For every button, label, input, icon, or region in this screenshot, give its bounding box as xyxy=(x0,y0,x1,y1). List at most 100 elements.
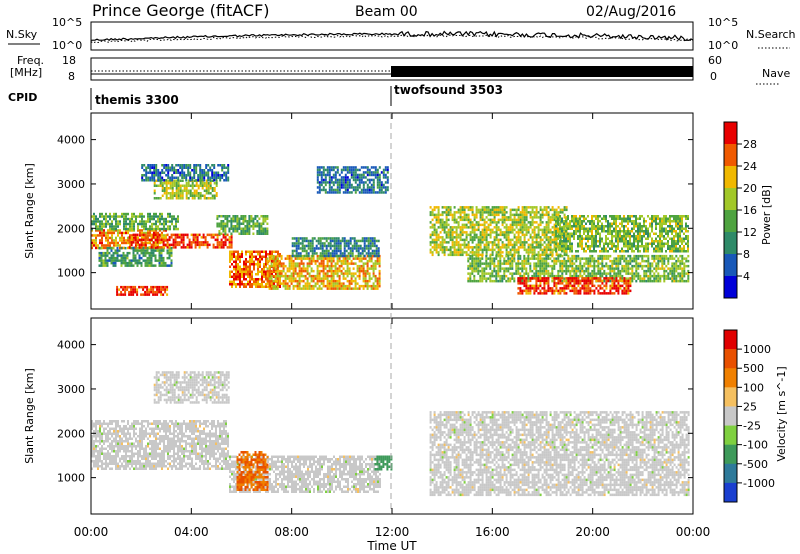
heatmap-cell xyxy=(115,212,117,216)
heatmap-cell xyxy=(239,280,241,283)
heatmap-cell xyxy=(170,254,173,257)
heatmap-cell xyxy=(128,241,131,244)
heatmap-cell xyxy=(365,239,368,243)
heatmap-cell xyxy=(175,194,178,197)
heatmap-cell xyxy=(111,227,113,231)
heatmap-cell xyxy=(519,223,522,227)
heatmap-cell xyxy=(503,231,506,234)
heatmap-cell xyxy=(105,239,107,242)
heatmap-cell xyxy=(336,259,339,263)
heatmap-cell xyxy=(268,267,271,270)
heatmap-cell xyxy=(523,236,526,239)
heatmap-cell xyxy=(221,174,224,177)
heatmap-cell xyxy=(445,223,448,227)
heatmap-cell xyxy=(116,246,119,250)
heatmap-cell xyxy=(119,222,121,226)
heatmap-cell xyxy=(298,282,301,285)
heatmap-cell xyxy=(537,284,540,288)
heatmap-cell xyxy=(369,252,372,255)
heatmap-cell xyxy=(189,164,192,167)
heatmap-cell xyxy=(521,218,524,222)
heatmap-cell xyxy=(167,176,170,179)
heatmap-cell xyxy=(151,215,153,218)
heatmap-cell xyxy=(479,211,482,214)
heatmap-cell xyxy=(637,274,640,278)
heatmap-cell xyxy=(441,241,444,244)
heatmap-cell xyxy=(168,236,171,239)
heatmap-cell xyxy=(605,254,608,258)
heatmap-cell xyxy=(487,243,490,247)
heatmap-cell xyxy=(529,226,532,229)
heatmap-cell xyxy=(609,269,612,273)
heatmap-cell xyxy=(477,238,480,242)
heatmap-cell xyxy=(505,216,508,219)
heatmap-cell xyxy=(151,164,154,167)
heatmap-cell xyxy=(493,264,496,268)
heatmap-cell xyxy=(206,243,209,247)
heatmap-cell xyxy=(499,277,502,280)
heatmap-cell xyxy=(305,244,308,248)
heatmap-cell xyxy=(378,282,381,285)
heatmap-cell xyxy=(475,211,478,214)
heatmap-cell xyxy=(167,192,170,195)
heatmap-cell xyxy=(495,231,498,234)
power-echo-region xyxy=(467,254,690,283)
heatmap-cell xyxy=(531,236,534,239)
heatmap-cell xyxy=(541,231,544,234)
heatmap-cell xyxy=(122,293,125,296)
heatmap-cell xyxy=(172,243,175,247)
heatmap-cell xyxy=(147,171,150,174)
heatmap-cell xyxy=(495,274,498,278)
heatmap-cell xyxy=(340,176,343,179)
heatmap-cell xyxy=(451,216,454,219)
heatmap-cell xyxy=(523,211,526,214)
heatmap-cell xyxy=(491,243,494,247)
heatmap-cell xyxy=(296,282,299,285)
heatmap-cell xyxy=(91,246,93,250)
heatmap-cell xyxy=(137,215,139,218)
heatmap-cell xyxy=(261,250,263,253)
heatmap-cell xyxy=(261,270,263,273)
heatmap-cell xyxy=(539,274,542,278)
heatmap-cell xyxy=(525,292,528,295)
heatmap-cell xyxy=(443,226,446,229)
heatmap-cell xyxy=(209,182,212,185)
heatmap-cell xyxy=(527,253,530,257)
heatmap-cell xyxy=(246,222,249,225)
heatmap-cell xyxy=(561,267,564,270)
heatmap-cell xyxy=(471,236,474,239)
heatmap-cell xyxy=(204,238,207,242)
heatmap-cell xyxy=(226,246,229,249)
heatmap-cell xyxy=(485,211,488,214)
heatmap-cell xyxy=(199,192,202,195)
heatmap-cell xyxy=(137,222,139,226)
heatmap-cell xyxy=(483,206,486,209)
heatmap-cell xyxy=(551,277,554,280)
heatmap-cell xyxy=(181,174,184,177)
heatmap-cell xyxy=(362,267,365,270)
heatmap-cell xyxy=(161,182,164,185)
heatmap-cell xyxy=(515,208,518,212)
heatmap-cell xyxy=(541,233,544,237)
heatmap-cell xyxy=(567,279,570,283)
heatmap-cell xyxy=(575,259,578,263)
heatmap-cell xyxy=(369,239,372,243)
heatmap-cell xyxy=(175,192,178,195)
heatmap-cell xyxy=(180,241,183,244)
heatmap-cell xyxy=(513,251,516,254)
heatmap-cell xyxy=(249,268,251,271)
heatmap-cell xyxy=(324,173,327,177)
heatmap-cell xyxy=(197,179,200,182)
heatmap-cell xyxy=(683,274,686,278)
heatmap-cell xyxy=(471,279,474,283)
heatmap-cell xyxy=(93,241,95,245)
heatmap-cell xyxy=(288,269,291,273)
heatmap-cell xyxy=(247,268,249,271)
heatmap-cell xyxy=(527,272,530,275)
heatmap-cell xyxy=(247,283,249,286)
heatmap-cell xyxy=(361,249,364,253)
heatmap-cell xyxy=(130,241,133,244)
heatmap-cell xyxy=(533,226,536,229)
heatmap-cell xyxy=(545,208,548,212)
heatmap-cell xyxy=(106,264,109,267)
